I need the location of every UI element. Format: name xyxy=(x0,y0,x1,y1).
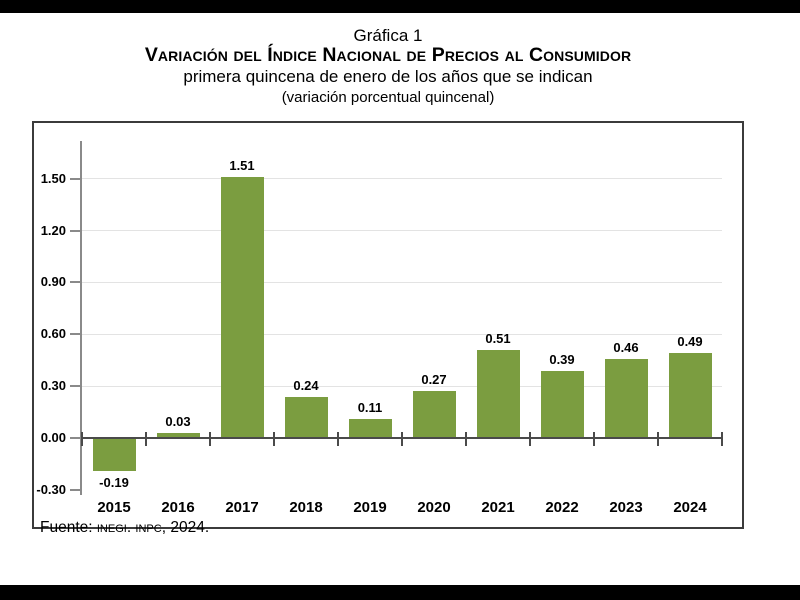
letterbox-bottom xyxy=(0,585,800,600)
bar-value-label: 0.46 xyxy=(613,339,639,355)
x-axis-tick xyxy=(465,432,467,446)
source-institution: INEGI. INPC xyxy=(96,519,162,536)
x-axis-tick xyxy=(81,432,83,446)
y-axis-tick xyxy=(70,177,80,180)
chart-header: Gráfica 1 Variación del Índice Nacional … xyxy=(32,13,744,121)
y-axis-tick xyxy=(70,437,80,439)
bar xyxy=(156,432,200,438)
y-axis-tick-label: 0.30 xyxy=(40,378,66,394)
bar-value-label: 0.27 xyxy=(421,372,447,388)
y-axis-tick xyxy=(70,281,80,284)
gridline xyxy=(82,178,722,180)
bar xyxy=(540,370,584,438)
letterbox-top xyxy=(0,0,800,13)
x-axis-tick xyxy=(657,432,659,446)
y-axis-tick-label: 1.20 xyxy=(40,222,66,238)
x-axis-label: 2024 xyxy=(673,499,707,516)
y-axis-tick xyxy=(70,229,80,232)
bar xyxy=(348,418,392,438)
chart-subtitle-units: (variación porcentual quincenal) xyxy=(281,89,495,106)
y-axis-tick-label: 0.90 xyxy=(40,274,66,290)
x-axis-tick xyxy=(593,432,595,446)
bar xyxy=(220,177,264,438)
y-axis-tick-label: -0.30 xyxy=(36,481,66,497)
bar-value-label: -0.19 xyxy=(99,474,129,490)
chart-subtitle: primera quincena de enero de los años qu… xyxy=(183,67,593,86)
x-axis-label: 2015 xyxy=(97,499,131,516)
y-axis-tick-label: 0.60 xyxy=(40,326,66,342)
y-axis-tick xyxy=(70,385,80,388)
x-axis-label: 2016 xyxy=(161,499,195,516)
x-axis-tick xyxy=(337,432,339,446)
bar-value-label: 0.03 xyxy=(165,413,191,429)
source-prefix: Fuente: xyxy=(40,519,97,536)
source-note: Fuente: INEGI. INPC, 2024. xyxy=(40,519,209,537)
bar-value-label: 0.51 xyxy=(485,330,511,346)
gridline xyxy=(82,230,722,232)
figure-label: Gráfica 1 xyxy=(353,26,423,45)
bar xyxy=(668,353,712,438)
bar xyxy=(412,391,456,438)
y-axis-tick-label: 0.00 xyxy=(40,430,66,445)
gridline xyxy=(82,385,722,387)
chart-frame: -0.30 0.00 0.30 0.60 0.90 1.20 1.50 -0.19 0.03 1.… xyxy=(32,121,744,529)
bar-value-label: 0.39 xyxy=(549,351,575,367)
document-page: Gráfica 1 Variación del Índice Nacional … xyxy=(0,13,800,585)
bar xyxy=(92,438,136,471)
x-axis-label: 2021 xyxy=(481,499,515,516)
y-axis-tick-label: 1.50 xyxy=(40,170,66,186)
y-axis-line xyxy=(80,141,82,495)
source-year: , 2024. xyxy=(161,519,210,536)
x-axis-tick xyxy=(721,432,723,446)
y-axis-tick xyxy=(70,333,80,336)
x-axis-tick xyxy=(145,432,147,446)
x-axis-label: 2023 xyxy=(609,499,643,516)
x-axis-label: 2022 xyxy=(545,499,579,516)
bar-value-label: 0.49 xyxy=(677,334,703,350)
x-axis-label: 2019 xyxy=(353,499,387,516)
bar xyxy=(284,396,328,438)
x-axis-tick xyxy=(401,432,403,446)
x-axis-label: 2017 xyxy=(225,499,259,516)
bar xyxy=(476,349,520,438)
bar-value-label: 1.51 xyxy=(229,158,255,174)
y-axis-tick xyxy=(70,488,80,491)
x-axis-label: 2018 xyxy=(289,499,323,516)
x-axis-tick xyxy=(273,432,275,446)
bar xyxy=(604,358,648,438)
x-axis-tick xyxy=(529,432,531,446)
gridline xyxy=(82,281,722,283)
chart-title: Variación del Índice Nacional de Precios… xyxy=(144,44,632,66)
x-axis-tick xyxy=(209,432,211,446)
x-axis-label: 2020 xyxy=(417,499,451,516)
gridline xyxy=(82,333,722,335)
plot-area: -0.30 0.00 0.30 0.60 0.90 1.20 1.50 -0.19 0.03 1.… xyxy=(34,123,742,527)
bar-value-label: 0.24 xyxy=(293,377,319,393)
bar-value-label: 0.11 xyxy=(357,399,383,415)
